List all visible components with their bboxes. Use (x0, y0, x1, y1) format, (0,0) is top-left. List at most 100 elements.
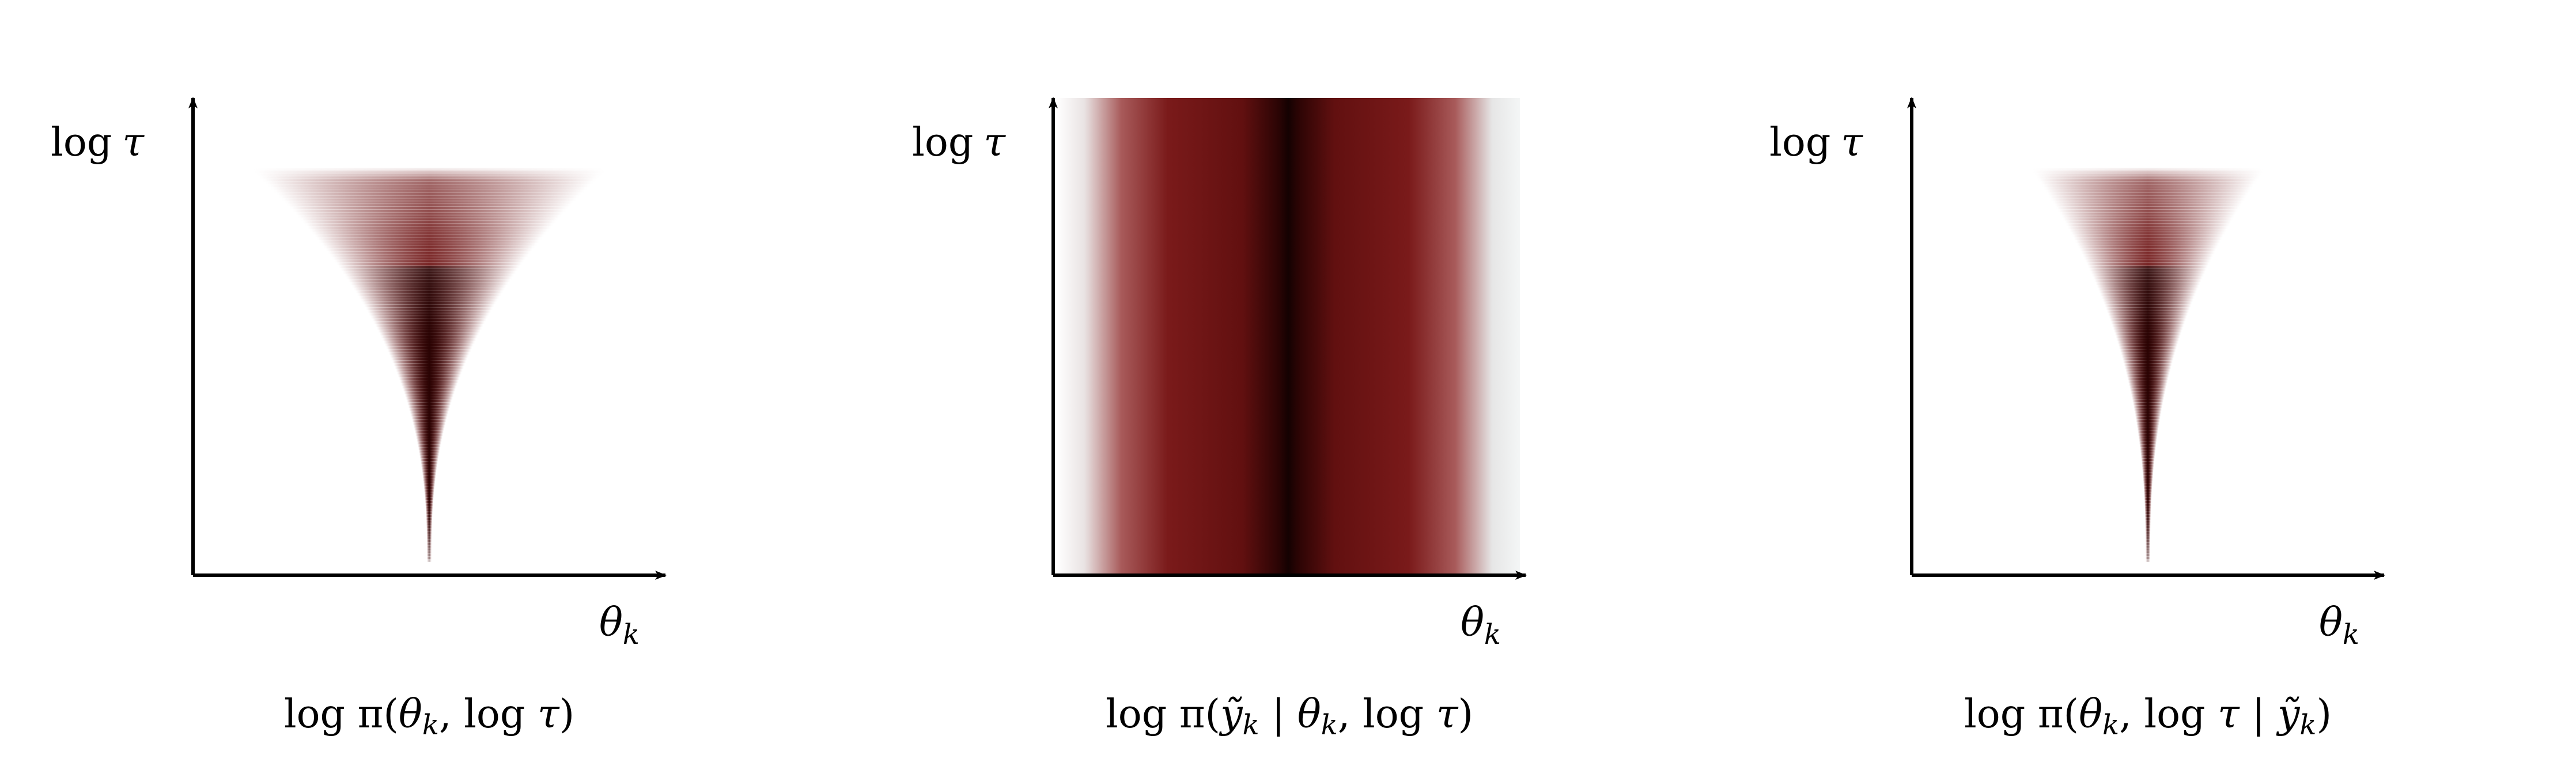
panel-caption-part: ỹ (2276, 692, 2301, 737)
funnel-slice (348, 277, 510, 282)
panel-caption-part: π( (2025, 692, 2079, 737)
funnel-slice (423, 481, 435, 486)
funnel-slice (2087, 263, 2208, 268)
funnel-slice (2120, 349, 2176, 355)
funnel-slice (410, 408, 449, 414)
funnel-slice (426, 515, 433, 520)
y-axis-label-fn: log (51, 120, 112, 165)
funnel-slice (2051, 195, 2245, 201)
funnel-slice (423, 484, 435, 489)
funnel-slice (419, 450, 440, 456)
funnel-slice (422, 473, 436, 478)
funnel-slice (304, 221, 554, 227)
funnel-slice (426, 548, 432, 554)
funnel-slice (415, 433, 443, 439)
funnel-slice (425, 506, 433, 512)
panel-caption-part: log (1106, 692, 1167, 737)
funnel-slice (2075, 237, 2221, 243)
funnel-slice (425, 503, 433, 509)
funnel-slice (2135, 411, 2161, 417)
funnel-slice (400, 380, 458, 386)
funnel-slice (321, 240, 538, 246)
funnel-slice (284, 198, 574, 204)
funnel-slice (375, 322, 484, 327)
funnel-slice (413, 420, 446, 425)
funnel-slice (336, 260, 523, 266)
funnel-slice (2089, 265, 2207, 271)
funnel-slice (358, 293, 500, 299)
funnel-slice (425, 495, 434, 500)
funnel-slice (2144, 509, 2151, 515)
funnel-slice (402, 383, 457, 388)
funnel-slice (427, 557, 432, 562)
funnel-slice (396, 369, 462, 375)
funnel-slice (2103, 299, 2193, 305)
panel-caption-part: log (1964, 692, 2025, 737)
funnel-slice (2052, 198, 2244, 204)
funnel-slice (364, 302, 495, 307)
funnel-slice (416, 436, 442, 442)
funnel-slice (388, 349, 470, 355)
funnel-slice (2142, 461, 2154, 467)
x-axis-label-sub: k (2343, 618, 2359, 651)
funnel-slice (420, 459, 438, 464)
funnel-slice (267, 182, 591, 187)
funnel-slice (426, 534, 432, 539)
funnel-slice (424, 486, 434, 492)
funnel-slice (2085, 257, 2211, 263)
funnel-slice (2056, 204, 2240, 209)
funnel-slice (309, 226, 549, 232)
y-axis-label-fn: log (912, 120, 973, 165)
funnel-slice (276, 190, 582, 195)
funnel-slice (410, 411, 448, 417)
funnel-slice (2145, 548, 2151, 554)
funnel-slice (2128, 378, 2168, 383)
funnel-slice (2112, 322, 2184, 327)
funnel-slice (2078, 243, 2218, 248)
funnel-slice (418, 444, 441, 450)
funnel-slice (426, 520, 433, 526)
funnel-slice (2140, 450, 2155, 456)
funnel-slice (413, 422, 445, 428)
funnel-slice (2144, 503, 2151, 509)
funnel-slice (426, 551, 432, 557)
funnel-slice (2145, 551, 2151, 557)
funnel-slice (426, 523, 432, 529)
panel-caption: log π(ỹk | θk, log τ) (1106, 692, 1473, 741)
funnel-slice (426, 537, 432, 542)
funnel-slice (406, 397, 452, 403)
funnel-slice (2091, 271, 2204, 277)
funnel-slice (2045, 187, 2250, 193)
funnel-slice (2047, 190, 2249, 195)
panel-caption: log π(θk, log τ | ỹk) (1964, 692, 2332, 741)
funnel-slice (383, 338, 475, 344)
funnel-slice (2114, 330, 2181, 335)
funnel-slice (391, 355, 468, 361)
y-axis-label-fn: log (1769, 120, 1830, 165)
funnel-slice (408, 405, 450, 411)
funnel-slice (2140, 444, 2156, 450)
funnel-slice (2128, 380, 2168, 386)
funnel-slice (281, 195, 577, 201)
funnel-slice (2132, 400, 2163, 405)
x-axis-label: θk (1461, 600, 1501, 651)
funnel-slice (2098, 285, 2198, 290)
funnel-slice (2131, 391, 2165, 397)
funnel-slice (2109, 313, 2187, 319)
funnel-slice (2143, 473, 2153, 478)
funnel-slice (2127, 372, 2169, 378)
funnel-slice (2143, 478, 2153, 484)
funnel-slice (411, 414, 448, 420)
y-axis-label: log τ (912, 120, 1006, 165)
y-axis-label-var: τ (984, 120, 1006, 165)
funnel-slice (2141, 459, 2155, 464)
funnel-slice (316, 235, 542, 240)
funnel-slice (426, 526, 432, 531)
funnel-slice (2138, 433, 2158, 439)
panel-caption: log π(θk, log τ) (284, 692, 574, 741)
funnel-slice (2140, 453, 2155, 459)
funnel-slice (300, 215, 559, 221)
funnel-slice (2132, 397, 2164, 403)
funnel-slice (424, 489, 434, 495)
funnel-slice (2076, 240, 2219, 246)
